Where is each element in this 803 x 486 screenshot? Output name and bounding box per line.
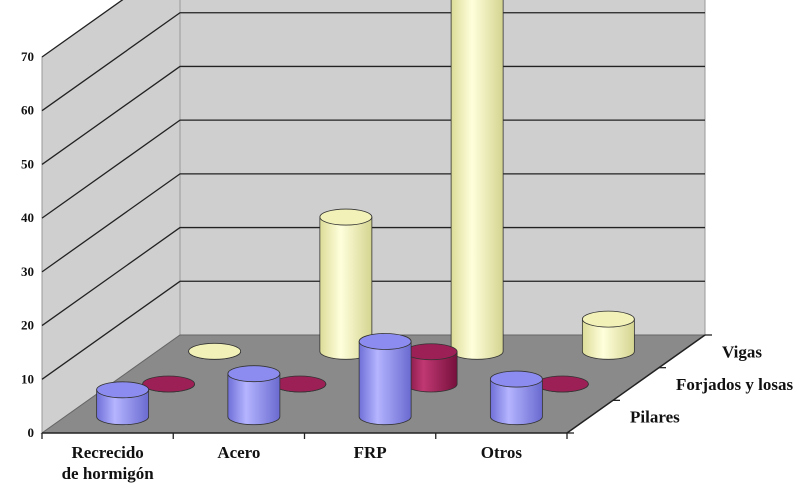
series-label: Vigas [722, 342, 762, 361]
gridline [41, 65, 705, 165]
gridline [41, 119, 705, 219]
back-wall [179, 0, 706, 336]
bar-top [535, 375, 589, 393]
y-tick-label: 60 [21, 103, 34, 118]
bar-body [489, 378, 543, 426]
gridline [41, 173, 705, 273]
y-tick-label: 70 [21, 49, 34, 64]
bar-body [358, 341, 412, 426]
bar-top [188, 342, 242, 360]
bar [273, 375, 327, 393]
bar [227, 365, 281, 426]
bar-top [96, 381, 150, 399]
depth-axis-line [566, 334, 706, 434]
gridline [41, 280, 705, 380]
bar-top [227, 365, 281, 383]
series-label: Forjados y losas [676, 375, 794, 394]
bar-top [404, 343, 458, 361]
bar-top [273, 375, 327, 393]
bar-top [581, 310, 635, 328]
x-tick-label: Otros [481, 443, 523, 462]
x-tick-label: Acero [217, 443, 260, 462]
bar [319, 208, 373, 360]
x-tick-label: FRP [354, 443, 387, 462]
chart-bars [96, 0, 635, 426]
y-tick-label: 20 [21, 318, 34, 333]
gridline [41, 12, 705, 112]
bar-body [450, 0, 504, 360]
bar-body [227, 373, 281, 426]
x-tick-label: Recrecido de hormigón [62, 443, 155, 483]
bar-body [581, 318, 635, 360]
chart-gridlines [41, 0, 712, 439]
bar [96, 381, 150, 426]
y-tick-label: 0 [28, 425, 35, 440]
series-label: Pilares [630, 408, 680, 427]
bar-top [489, 370, 543, 388]
y-tick-label: 10 [21, 371, 34, 386]
bar [450, 0, 504, 360]
bar-top [358, 333, 412, 350]
bar-body [96, 389, 150, 426]
gridline [41, 0, 124, 58]
bar [358, 333, 412, 426]
bar-top [319, 208, 373, 226]
gridline [41, 226, 705, 327]
bar [404, 343, 458, 393]
y-tick-label: 30 [21, 264, 34, 279]
bar [581, 310, 635, 360]
chart-labels: 0 10 20 30 40 50 60 70 Recrecido de hormigón Acero… [21, 49, 794, 483]
bar [489, 370, 543, 426]
bar-top [142, 375, 196, 393]
y-tick-label: 40 [21, 210, 34, 225]
y-tick-label: 50 [21, 156, 34, 171]
bar [142, 375, 196, 393]
bar [188, 342, 242, 360]
bar [535, 375, 589, 393]
